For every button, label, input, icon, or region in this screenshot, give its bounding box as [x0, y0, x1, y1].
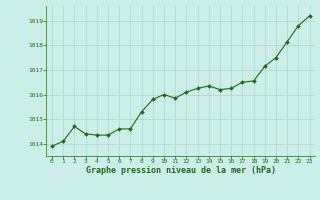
X-axis label: Graphe pression niveau de la mer (hPa): Graphe pression niveau de la mer (hPa) [86, 166, 276, 175]
